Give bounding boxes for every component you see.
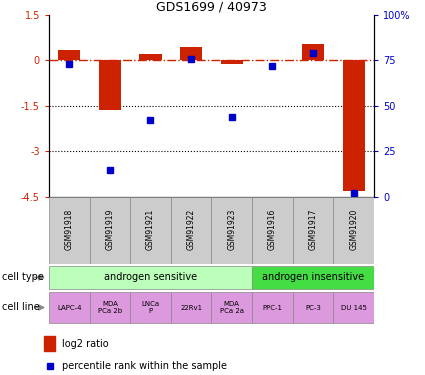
FancyBboxPatch shape <box>171 292 211 323</box>
Text: GSM91920: GSM91920 <box>349 209 358 250</box>
Bar <box>302 44 324 60</box>
Text: MDA
PCa 2b: MDA PCa 2b <box>98 301 122 314</box>
Text: GSM91921: GSM91921 <box>146 209 155 250</box>
FancyBboxPatch shape <box>293 292 333 323</box>
Text: PC-3: PC-3 <box>305 304 321 310</box>
FancyBboxPatch shape <box>333 197 374 264</box>
FancyBboxPatch shape <box>90 197 130 264</box>
FancyBboxPatch shape <box>252 266 374 290</box>
Bar <box>180 47 202 60</box>
FancyBboxPatch shape <box>211 292 252 323</box>
FancyBboxPatch shape <box>252 292 293 323</box>
FancyBboxPatch shape <box>130 197 171 264</box>
Bar <box>343 60 365 191</box>
Text: LNCa
P: LNCa P <box>142 301 159 314</box>
FancyBboxPatch shape <box>90 292 130 323</box>
Text: MDA
PCa 2a: MDA PCa 2a <box>220 301 244 314</box>
FancyBboxPatch shape <box>333 292 374 323</box>
FancyBboxPatch shape <box>171 197 211 264</box>
Bar <box>44 336 55 351</box>
Text: androgen insensitive: androgen insensitive <box>262 272 364 282</box>
FancyBboxPatch shape <box>130 292 171 323</box>
FancyBboxPatch shape <box>49 197 90 264</box>
Bar <box>139 54 162 60</box>
FancyBboxPatch shape <box>293 197 333 264</box>
Bar <box>99 60 121 111</box>
Text: GSM91917: GSM91917 <box>309 209 317 250</box>
Title: GDS1699 / 40973: GDS1699 / 40973 <box>156 1 267 14</box>
Bar <box>58 50 80 60</box>
Text: LAPC-4: LAPC-4 <box>57 304 82 310</box>
FancyBboxPatch shape <box>49 292 90 323</box>
Text: cell type: cell type <box>2 273 44 282</box>
Text: GSM91918: GSM91918 <box>65 209 74 250</box>
FancyBboxPatch shape <box>49 266 252 290</box>
Text: DU 145: DU 145 <box>341 304 367 310</box>
FancyBboxPatch shape <box>211 197 252 264</box>
Text: log2 ratio: log2 ratio <box>62 339 109 349</box>
Bar <box>221 60 243 64</box>
Text: PPC-1: PPC-1 <box>262 304 282 310</box>
Text: cell line: cell line <box>2 303 40 312</box>
Text: GSM91919: GSM91919 <box>105 209 114 250</box>
Text: androgen sensitive: androgen sensitive <box>104 272 197 282</box>
FancyBboxPatch shape <box>252 197 293 264</box>
Text: percentile rank within the sample: percentile rank within the sample <box>62 362 227 371</box>
Text: GSM91922: GSM91922 <box>187 209 196 250</box>
Text: 22Rv1: 22Rv1 <box>180 304 202 310</box>
Text: GSM91916: GSM91916 <box>268 209 277 250</box>
Text: GSM91923: GSM91923 <box>227 209 236 250</box>
